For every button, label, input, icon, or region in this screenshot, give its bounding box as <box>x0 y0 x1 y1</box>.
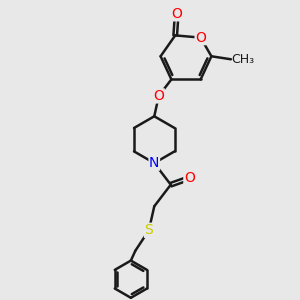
Text: N: N <box>149 156 160 170</box>
Text: O: O <box>171 7 182 21</box>
Text: O: O <box>184 171 195 185</box>
Text: S: S <box>145 223 153 237</box>
Text: CH₃: CH₃ <box>232 53 255 66</box>
Text: O: O <box>195 31 206 45</box>
Text: O: O <box>153 89 164 103</box>
